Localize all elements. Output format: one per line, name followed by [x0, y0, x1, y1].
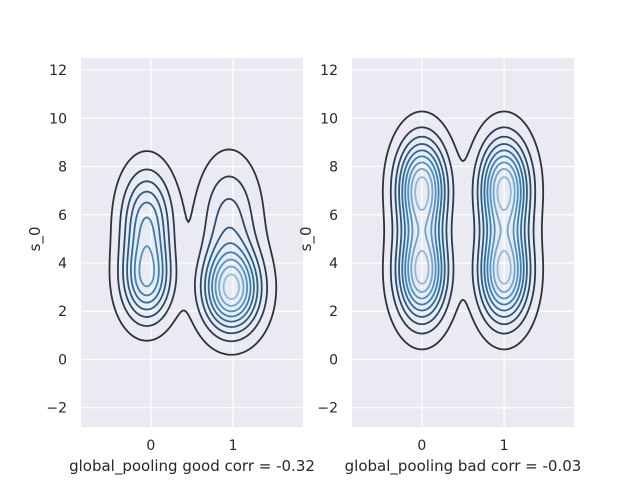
contour-level-6	[407, 161, 519, 300]
y-tick-label: 12	[49, 63, 67, 79]
y-axis-label: s_0	[297, 226, 316, 251]
contour-level-2	[394, 135, 532, 326]
contour-level-6	[138, 245, 249, 313]
contours	[381, 110, 545, 351]
y-tick-label: 8	[329, 160, 338, 176]
y-tick-label: 4	[58, 256, 67, 272]
contour-level-5	[133, 216, 252, 318]
y-tick-label: 2	[58, 304, 67, 320]
y-axis-label: s_0	[26, 226, 45, 251]
contour-level-7	[218, 265, 245, 307]
kde-panel-good: −2 0 2 4 6 8 10 12 0 1 global_pooling good corr = …	[26, 58, 315, 476]
plot-area	[81, 58, 303, 427]
contour-level-3	[126, 190, 259, 328]
y-tick-label: 10	[320, 111, 338, 127]
y-tick-label: 8	[58, 160, 67, 176]
y-tick-label: −2	[46, 401, 67, 417]
x-tick-label: 0	[146, 438, 155, 454]
contour-level-0	[108, 148, 278, 356]
contour-level-3	[398, 143, 528, 318]
y-tick-label: 0	[58, 352, 67, 368]
x-tick-label: 0	[417, 438, 426, 454]
contour-level-8	[222, 273, 240, 300]
y-tick-label: 0	[329, 352, 338, 368]
contour-level-5	[404, 155, 522, 306]
x-axis-label: global_pooling bad corr = -0.03	[345, 457, 582, 476]
y-tick-label: 2	[329, 304, 338, 320]
x-axis-label: global_pooling good corr = -0.32	[69, 457, 315, 476]
y-tick-label: −2	[317, 401, 338, 417]
contour-level-0	[381, 110, 545, 351]
contour-level-4	[401, 149, 525, 312]
contour-level-4	[130, 201, 255, 323]
y-tick-label: 10	[49, 111, 67, 127]
contour-level-1	[117, 168, 269, 343]
contour-level-2	[122, 180, 263, 335]
y-tick-label: 4	[329, 256, 338, 272]
x-tick-label: 1	[229, 438, 238, 454]
plot-area	[352, 58, 574, 427]
x-tick-label: 1	[500, 438, 509, 454]
contour-level-7	[410, 168, 516, 293]
contour-level-8	[414, 176, 512, 285]
y-tick-label: 6	[329, 208, 338, 224]
y-tick-label: 6	[58, 208, 67, 224]
kde-panel-bad: −2 0 2 4 6 8 10 12 0 1 global_pooling bad corr = -…	[297, 58, 581, 476]
contours	[108, 148, 278, 356]
contour-level-1	[389, 126, 537, 335]
y-tick-label: 12	[320, 63, 338, 79]
